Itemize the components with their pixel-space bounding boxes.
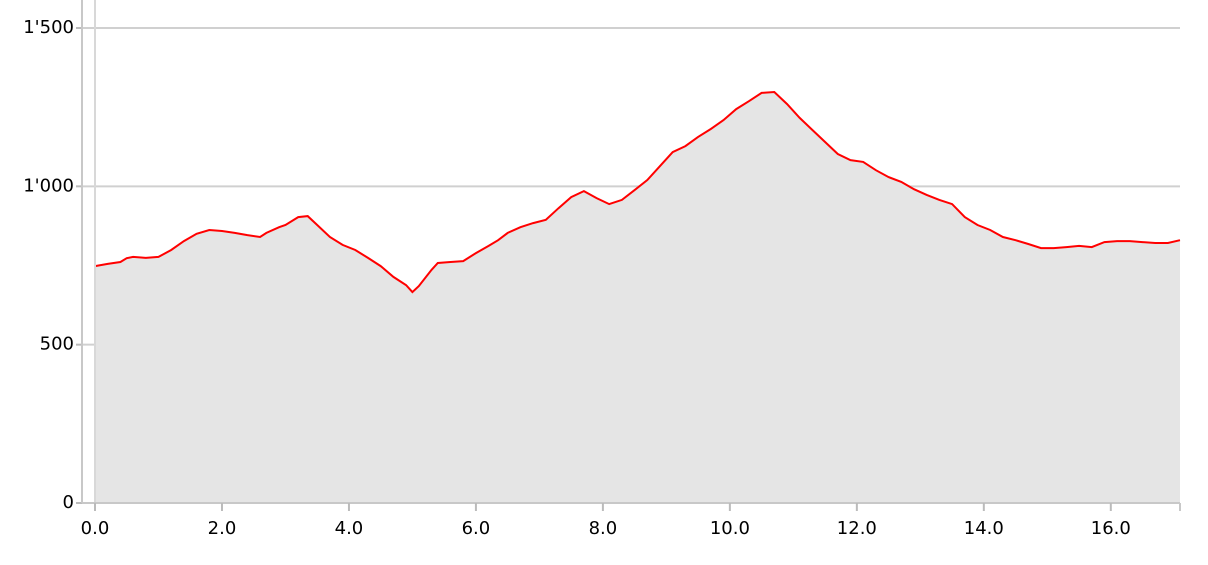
y-tick-label: 1'500 (23, 17, 74, 38)
area-fill (95, 92, 1180, 503)
x-tick-label: 2.0 (208, 518, 237, 539)
y-tick-label: 1'000 (23, 175, 74, 196)
x-tick-label: 4.0 (335, 518, 364, 539)
y-tick-label: 500 (40, 334, 74, 355)
x-tick-label: 8.0 (589, 518, 618, 539)
x-tick-label: 6.0 (462, 518, 491, 539)
x-tick-label: 0.0 (81, 518, 110, 539)
elevation-line (94, 90, 1181, 294)
x-tick-label: 14.0 (964, 518, 1004, 539)
x-tick-label: 10.0 (710, 518, 750, 539)
x-tick-label: 12.0 (837, 518, 877, 539)
x-tick-label: 16.0 (1091, 518, 1131, 539)
y-tick-label: 0 (63, 492, 74, 513)
